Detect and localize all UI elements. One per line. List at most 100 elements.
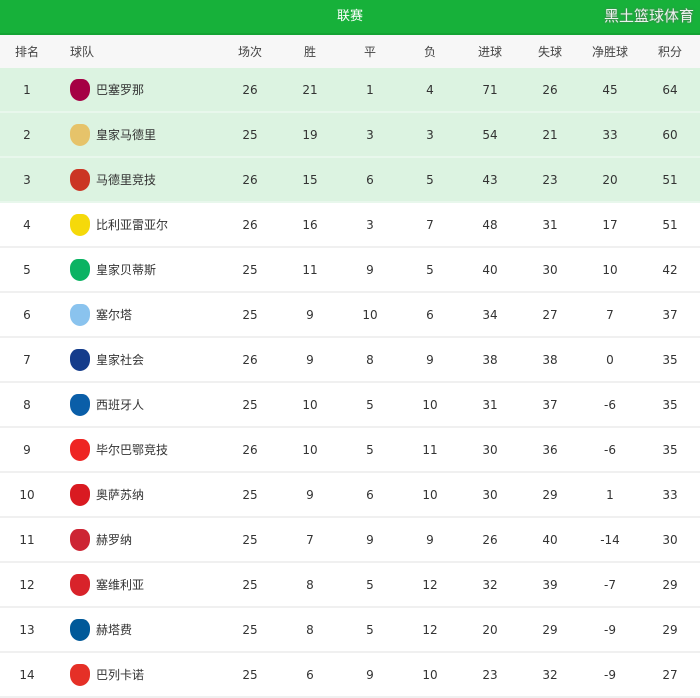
played-cell: 25 (242, 622, 258, 637)
lost-cell: 9 (426, 532, 434, 547)
team-cell[interactable]: 塞尔塔 (70, 303, 132, 326)
team-name: 皇家社会 (96, 353, 145, 367)
played-cell: 26 (242, 172, 258, 187)
column-header: 场次 (237, 45, 262, 59)
table-row[interactable]: 14 巴列卡诺 25 6 9 10 23 32 -9 27 (0, 653, 700, 698)
column-header: 胜 (303, 45, 316, 59)
team-cell[interactable]: 西班牙人 (70, 393, 144, 416)
league-title-bar: 联赛 黑土篮球体育 (0, 0, 700, 35)
rank-cell: 14 (19, 667, 35, 682)
column-header: 失球 (537, 45, 562, 59)
gf-cell: 71 (482, 82, 498, 97)
gf-cell: 31 (482, 397, 498, 412)
team-cell[interactable]: 皇家贝蒂斯 (70, 258, 156, 281)
rank-cell: 4 (23, 217, 31, 232)
gd-cell: 10 (602, 262, 618, 277)
drawn-cell: 5 (366, 577, 374, 592)
ga-cell: 30 (542, 262, 558, 277)
team-cell[interactable]: 毕尔巴鄂竞技 (70, 438, 168, 461)
rank-cell: 13 (19, 622, 35, 637)
team-cell[interactable]: 巴塞罗那 (70, 78, 144, 101)
team-cell[interactable]: 巴列卡诺 (70, 663, 145, 686)
team-logo-icon (70, 663, 90, 686)
team-logo-icon (70, 618, 90, 641)
table-row[interactable]: 11 赫罗纳 25 7 9 9 26 40 -14 30 (0, 518, 700, 563)
lost-cell: 5 (426, 262, 434, 277)
rank-cell: 1 (23, 82, 31, 97)
team-name: 巴列卡诺 (96, 668, 145, 682)
drawn-cell: 9 (366, 262, 374, 277)
played-cell: 26 (242, 442, 258, 457)
won-cell: 9 (306, 352, 314, 367)
pts-cell: 35 (662, 397, 678, 412)
gd-cell: -14 (600, 532, 620, 547)
team-logo-icon (70, 348, 90, 371)
team-logo-icon (70, 168, 90, 191)
team-name: 塞维利亚 (96, 578, 145, 592)
team-name: 赫罗纳 (96, 533, 133, 547)
team-cell[interactable]: 赫塔费 (70, 618, 133, 641)
team-cell[interactable]: 皇家社会 (70, 348, 145, 371)
gf-cell: 30 (482, 487, 498, 502)
team-logo-icon (70, 123, 90, 146)
team-cell[interactable]: 皇家马德里 (70, 123, 157, 146)
table-row[interactable]: 12 塞维利亚 25 8 5 12 32 39 -7 29 (0, 563, 700, 608)
team-name: 赫塔费 (96, 623, 133, 637)
played-cell: 25 (242, 667, 258, 682)
ga-cell: 29 (542, 622, 558, 637)
team-cell[interactable]: 奥萨苏纳 (70, 483, 145, 506)
column-header: 积分 (657, 45, 682, 59)
drawn-cell: 3 (366, 217, 374, 232)
table-row[interactable]: 7 皇家社会 26 9 8 9 38 38 0 35 (0, 338, 700, 383)
team-logo-icon (70, 213, 90, 236)
won-cell: 9 (306, 487, 314, 502)
won-cell: 16 (302, 217, 318, 232)
rank-cell: 9 (23, 442, 31, 457)
rank-cell: 3 (23, 172, 31, 187)
gf-cell: 48 (482, 217, 498, 232)
team-logo-icon (70, 393, 90, 416)
rank-cell: 2 (23, 127, 31, 142)
gf-cell: 34 (482, 307, 498, 322)
table-row[interactable]: 10 奥萨苏纳 25 9 6 10 30 29 1 33 (0, 473, 700, 518)
gf-cell: 54 (482, 127, 498, 142)
table-row[interactable]: 8 西班牙人 25 10 5 10 31 37 -6 35 (0, 383, 700, 428)
ga-cell: 40 (542, 532, 558, 547)
drawn-cell: 1 (366, 82, 374, 97)
team-name: 奥萨苏纳 (96, 488, 145, 502)
table-row[interactable]: 1 巴塞罗那 26 21 1 4 71 26 45 64 (0, 68, 700, 113)
table-row[interactable]: 6 塞尔塔 25 9 10 6 34 27 7 37 (0, 293, 700, 338)
gd-cell: 7 (606, 307, 614, 322)
pts-cell: 35 (662, 352, 678, 367)
team-cell[interactable]: 马德里竞技 (70, 168, 156, 191)
rank-cell: 12 (19, 577, 35, 592)
lost-cell: 7 (426, 217, 434, 232)
column-header: 进球 (477, 45, 502, 59)
drawn-cell: 8 (366, 352, 374, 367)
table-row[interactable]: 9 毕尔巴鄂竞技 26 10 5 11 30 36 -6 35 (0, 428, 700, 473)
won-cell: 8 (306, 622, 314, 637)
team-logo-icon (70, 573, 90, 596)
ga-cell: 39 (542, 577, 558, 592)
column-header: 球队 (70, 45, 95, 59)
pts-cell: 35 (662, 442, 678, 457)
standings-table: 1 巴塞罗那 26 21 1 4 71 26 45 64 2 皇家马德里 25 19 3 3 54 21 33 60 3… (0, 68, 700, 698)
table-row[interactable]: 2 皇家马德里 25 19 3 3 54 21 33 60 (0, 113, 700, 158)
drawn-cell: 3 (366, 127, 374, 142)
team-name: 皇家马德里 (96, 128, 157, 142)
team-cell[interactable]: 比利亚雷亚尔 (70, 213, 169, 236)
team-logo-icon (70, 483, 90, 506)
table-row[interactable]: 5 皇家贝蒂斯 25 11 9 5 40 30 10 42 (0, 248, 700, 293)
team-cell[interactable]: 塞维利亚 (70, 573, 145, 596)
team-name: 比利亚雷亚尔 (96, 218, 169, 232)
team-logo-icon (70, 78, 90, 101)
table-row[interactable]: 3 马德里竞技 26 15 6 5 43 23 20 51 (0, 158, 700, 203)
played-cell: 25 (242, 307, 258, 322)
lost-cell: 11 (422, 442, 438, 457)
table-row[interactable]: 13 赫塔费 25 8 5 12 20 29 -9 29 (0, 608, 700, 653)
table-row[interactable]: 4 比利亚雷亚尔 26 16 3 7 48 31 17 51 (0, 203, 700, 248)
league-title: 联赛 (336, 9, 363, 24)
won-cell: 6 (306, 667, 314, 682)
team-cell[interactable]: 赫罗纳 (70, 528, 133, 551)
ga-cell: 38 (542, 352, 558, 367)
